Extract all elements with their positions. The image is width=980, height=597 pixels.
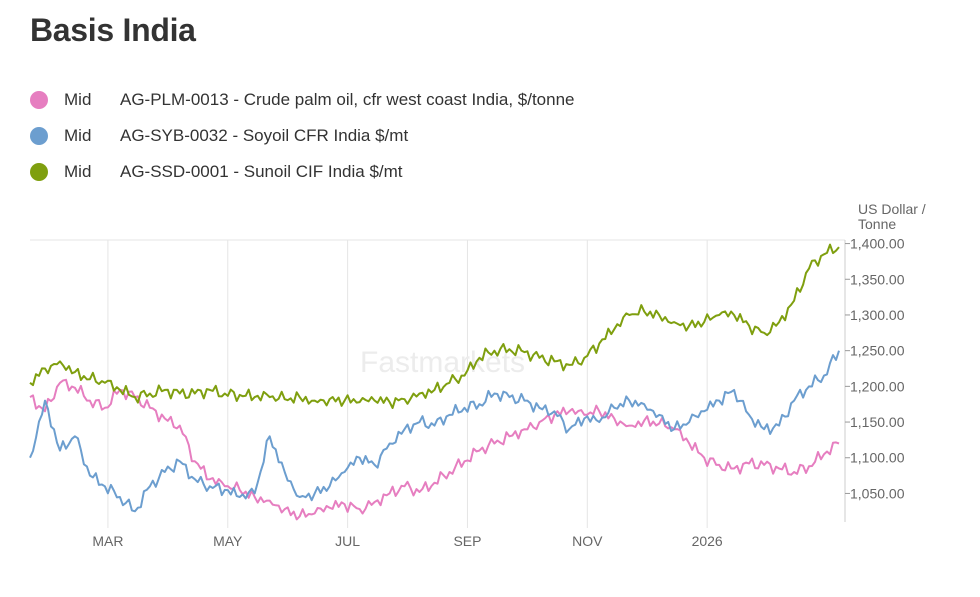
legend-label: AG-PLM-0013 - Crude palm oil, cfr west c… <box>120 90 575 109</box>
y-axis-label-line-1: US Dollar / <box>858 201 926 217</box>
y-tick-label: 1,250.00 <box>850 343 905 359</box>
legend-item-soyoil[interactable]: Mid AG-SYB-0032 - Soyoil CFR India $/mt <box>30 118 574 154</box>
legend-label: AG-SYB-0032 - Soyoil CFR India $/mt <box>120 126 409 145</box>
legend: Mid AG-PLM-0013 - Crude palm oil, cfr we… <box>30 82 574 190</box>
chart-title: Basis India <box>30 12 196 48</box>
legend-item-palm-oil[interactable]: Mid AG-PLM-0013 - Crude palm oil, cfr we… <box>30 82 574 118</box>
x-tick-label: MAR <box>92 533 123 549</box>
legend-dot-icon <box>30 91 48 109</box>
y-tick-label: 1,150.00 <box>850 414 905 430</box>
series-line-2[interactable] <box>29 243 840 409</box>
x-axis: MAR MAY JUL SEP NOV 2026 <box>92 533 723 549</box>
y-axis-label-line-2: Tonne <box>858 216 896 232</box>
x-tick-label: MAY <box>213 533 243 549</box>
legend-dot-icon <box>30 127 48 145</box>
legend-label: AG-SSD-0001 - Sunoil CIF India $/mt <box>120 162 403 181</box>
x-tick-label: NOV <box>572 533 603 549</box>
y-tick-label: 1,400.00 <box>850 236 905 252</box>
legend-stat: Mid <box>64 90 92 109</box>
x-tick-label: 2026 <box>692 533 723 549</box>
x-tick-label: JUL <box>335 533 360 549</box>
y-tick-label: 1,200.00 <box>850 378 905 394</box>
series-line-1[interactable] <box>29 350 840 513</box>
grid <box>30 239 845 528</box>
y-tick-label: 1,350.00 <box>850 271 905 287</box>
series-group <box>29 243 840 521</box>
legend-item-sunoil[interactable]: Mid AG-SSD-0001 - Sunoil CIF India $/mt <box>30 154 574 190</box>
y-axis: 1,050.00 1,100.00 1,150.00 1,200.00 1,250.00… <box>844 236 905 522</box>
y-tick-label: 1,050.00 <box>850 485 905 501</box>
y-tick-label: 1,300.00 <box>850 307 905 323</box>
legend-dot-icon <box>30 163 48 181</box>
series-line-0[interactable] <box>29 378 840 521</box>
legend-stat: Mid <box>64 162 92 181</box>
y-tick-label: 1,100.00 <box>850 450 905 466</box>
legend-stat: Mid <box>64 126 92 145</box>
x-tick-label: SEP <box>453 533 481 549</box>
watermark: Fastmarkets <box>360 346 525 379</box>
